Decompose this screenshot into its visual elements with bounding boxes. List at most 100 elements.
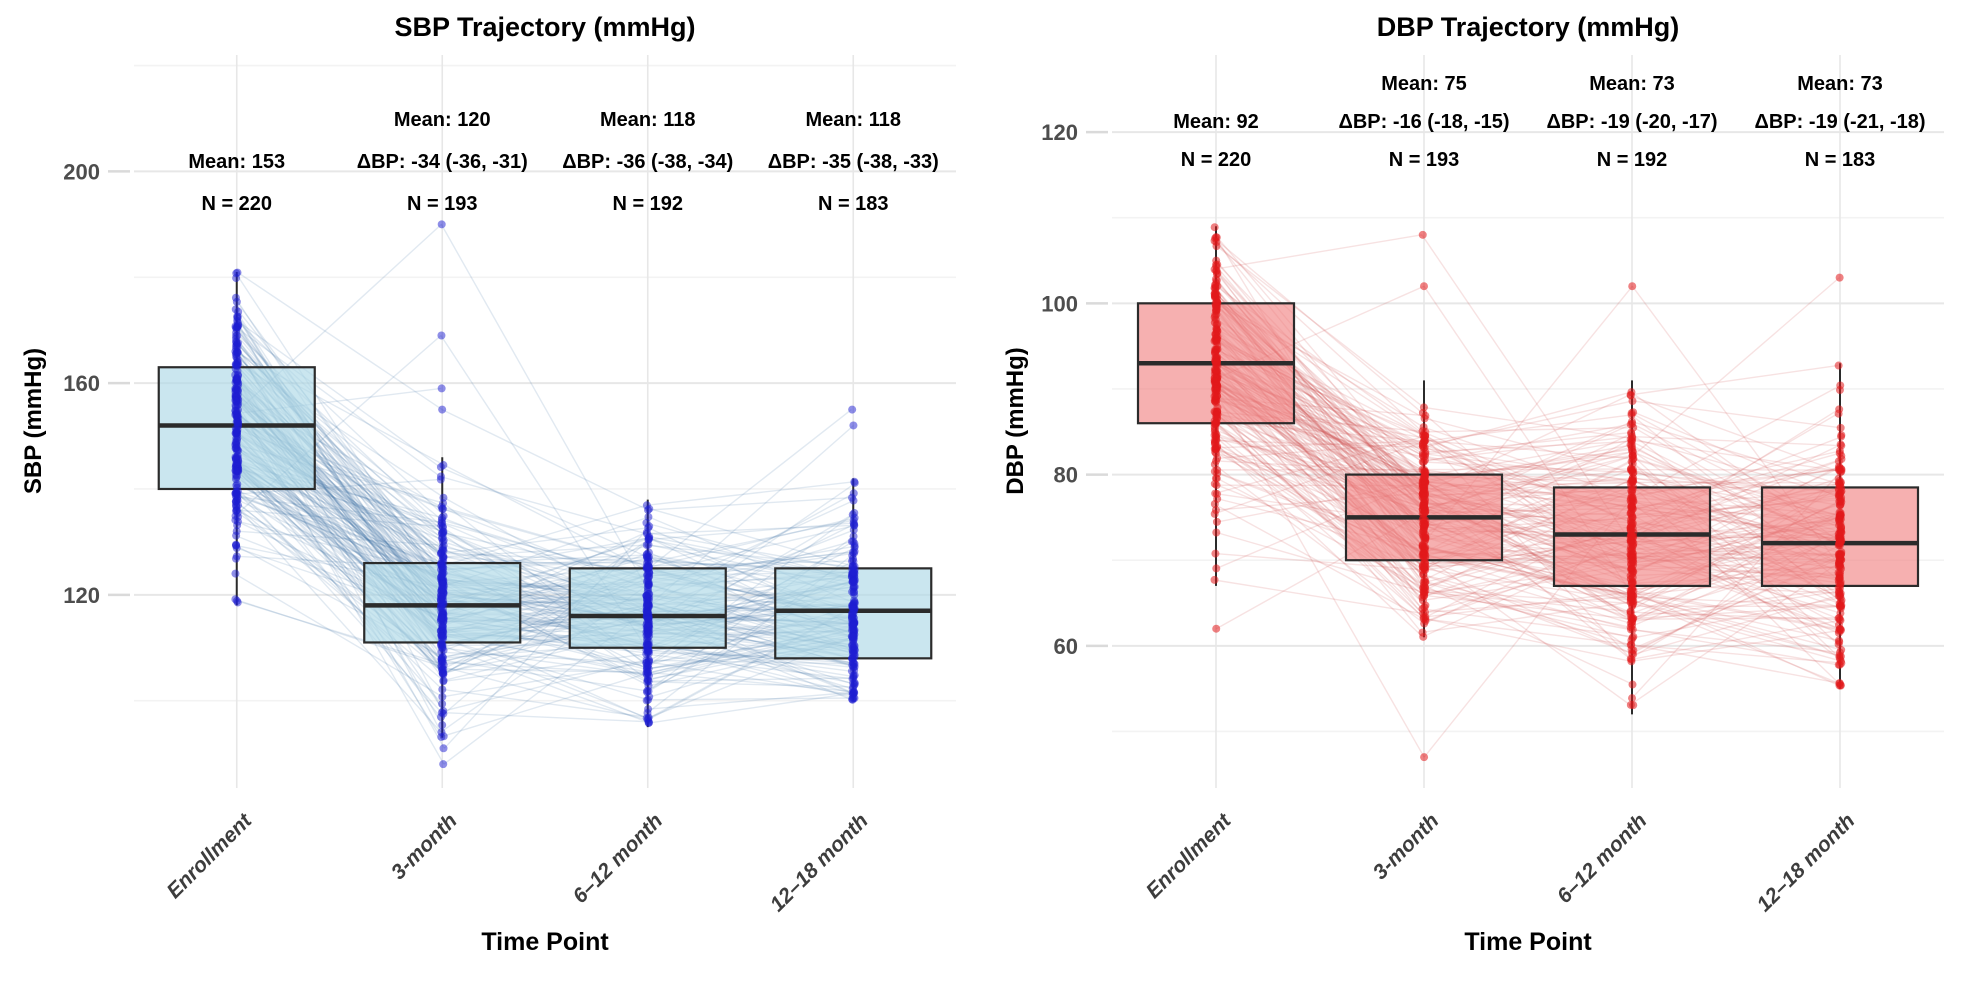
data-point [1835,479,1844,488]
data-point [1213,299,1222,308]
data-point [645,504,654,513]
trajectory-line [649,643,854,678]
trajectory-line [1630,596,1840,607]
data-point [232,426,241,435]
x-tick-label: 12–18 month [766,809,873,916]
trajectory-line [443,653,646,682]
trajectory-line [1217,413,1427,622]
data-point [1835,515,1844,524]
data-point [233,360,242,369]
trajectory-line [648,560,852,567]
annotation-line: ΔBP: -35 (-38, -33) [768,151,939,173]
trajectory-line [1424,417,1634,474]
trajectory-line [1629,599,1842,658]
y-axis-title-sbp: SBP (mmHg) [20,347,47,495]
trajectory-line [440,504,647,567]
data-point [233,521,242,530]
trajectory-line [646,671,855,693]
data-point [1834,409,1843,418]
data-point [1836,657,1845,666]
data-point [437,384,446,393]
data-point [643,641,652,650]
trajectory-line [441,661,646,675]
data-point [850,587,859,596]
trajectory-line [648,496,852,511]
data-point [850,539,859,548]
trajectory-line [236,530,445,547]
trajectory-line [1634,590,1841,630]
trajectory-line [235,272,443,588]
trajectory-line [444,544,647,558]
data-point [1211,489,1220,498]
data-point [848,654,857,663]
data-point [1627,636,1636,645]
trajectory-line [234,572,443,698]
trajectory-line [1629,591,1842,632]
data-point [232,328,241,337]
data-point [1628,282,1637,291]
trajectory-line [1214,552,1426,571]
trajectory-line [1629,644,1843,664]
data-point [1626,543,1635,552]
trajectory-line [1632,617,1839,620]
trajectory-line [1215,390,1427,613]
trajectory-line [645,659,855,665]
data-point [438,504,447,513]
trajectory-line [647,409,852,570]
data-point [1420,549,1429,558]
dbp-chart: 120 100 80 60 Enrollment 3-month 6–12 month 12–… [990,0,1980,990]
data-point [1836,591,1845,600]
data-point [231,475,240,484]
data-point [1836,440,1845,449]
trajectory-line [646,642,854,695]
x-axis-labels: Enrollment 3-month 6–12 month 12–18 month [1142,809,1860,917]
data-point [1835,386,1844,395]
data-point [231,569,240,578]
trajectory-line [441,533,649,680]
trajectory-line [1423,584,1634,686]
data-point [1420,587,1429,596]
trajectory-line [1422,573,1634,655]
data-point [1835,615,1844,624]
data-point [847,614,856,623]
trajectory-line [237,320,441,468]
annotation-line: ΔBP: -19 (-20, -17) [1546,111,1717,133]
data-point [1836,626,1845,635]
trajectory-line [1217,441,1423,459]
trajectory-line [1423,447,1634,482]
trajectory-line [649,661,853,696]
trajectory-line [443,464,650,572]
trajectory-line [1423,587,1633,639]
data-point [1420,575,1429,584]
trajectory-line [1632,400,1842,429]
trajectory-line [646,481,856,506]
data-point [1210,373,1219,382]
x-tick-label: 3-month [387,809,462,884]
data-point [1628,680,1637,689]
annotation-line: ΔBP: -34 (-36, -31) [357,151,528,173]
trajectory-line [649,517,856,568]
data-point [1418,596,1427,605]
trajectory-line [1426,440,1632,453]
data-point [642,631,651,640]
data-point [1210,479,1219,488]
data-point [642,714,651,723]
trajectory-line [440,506,649,567]
trajectory-line [1421,601,1630,634]
data-point [643,556,652,565]
trajectory-line [1629,611,1840,621]
data-point [437,728,446,737]
trajectory-line [1217,264,1427,483]
data-point [1837,451,1846,460]
trajectory-line [235,332,442,527]
data-point [1212,411,1221,420]
trajectory-line [1633,628,1839,666]
annotation-line: ΔBP: -19 (-21, -18) [1754,111,1925,133]
x-axis-title-sbp: Time Point [481,928,609,956]
y-axis-ticks: 120 100 80 60 [1041,120,1108,659]
trajectory-line [646,644,852,672]
data-point [1836,423,1845,432]
data-point [1419,581,1428,590]
data-point [849,421,858,430]
data-point [1419,282,1428,291]
